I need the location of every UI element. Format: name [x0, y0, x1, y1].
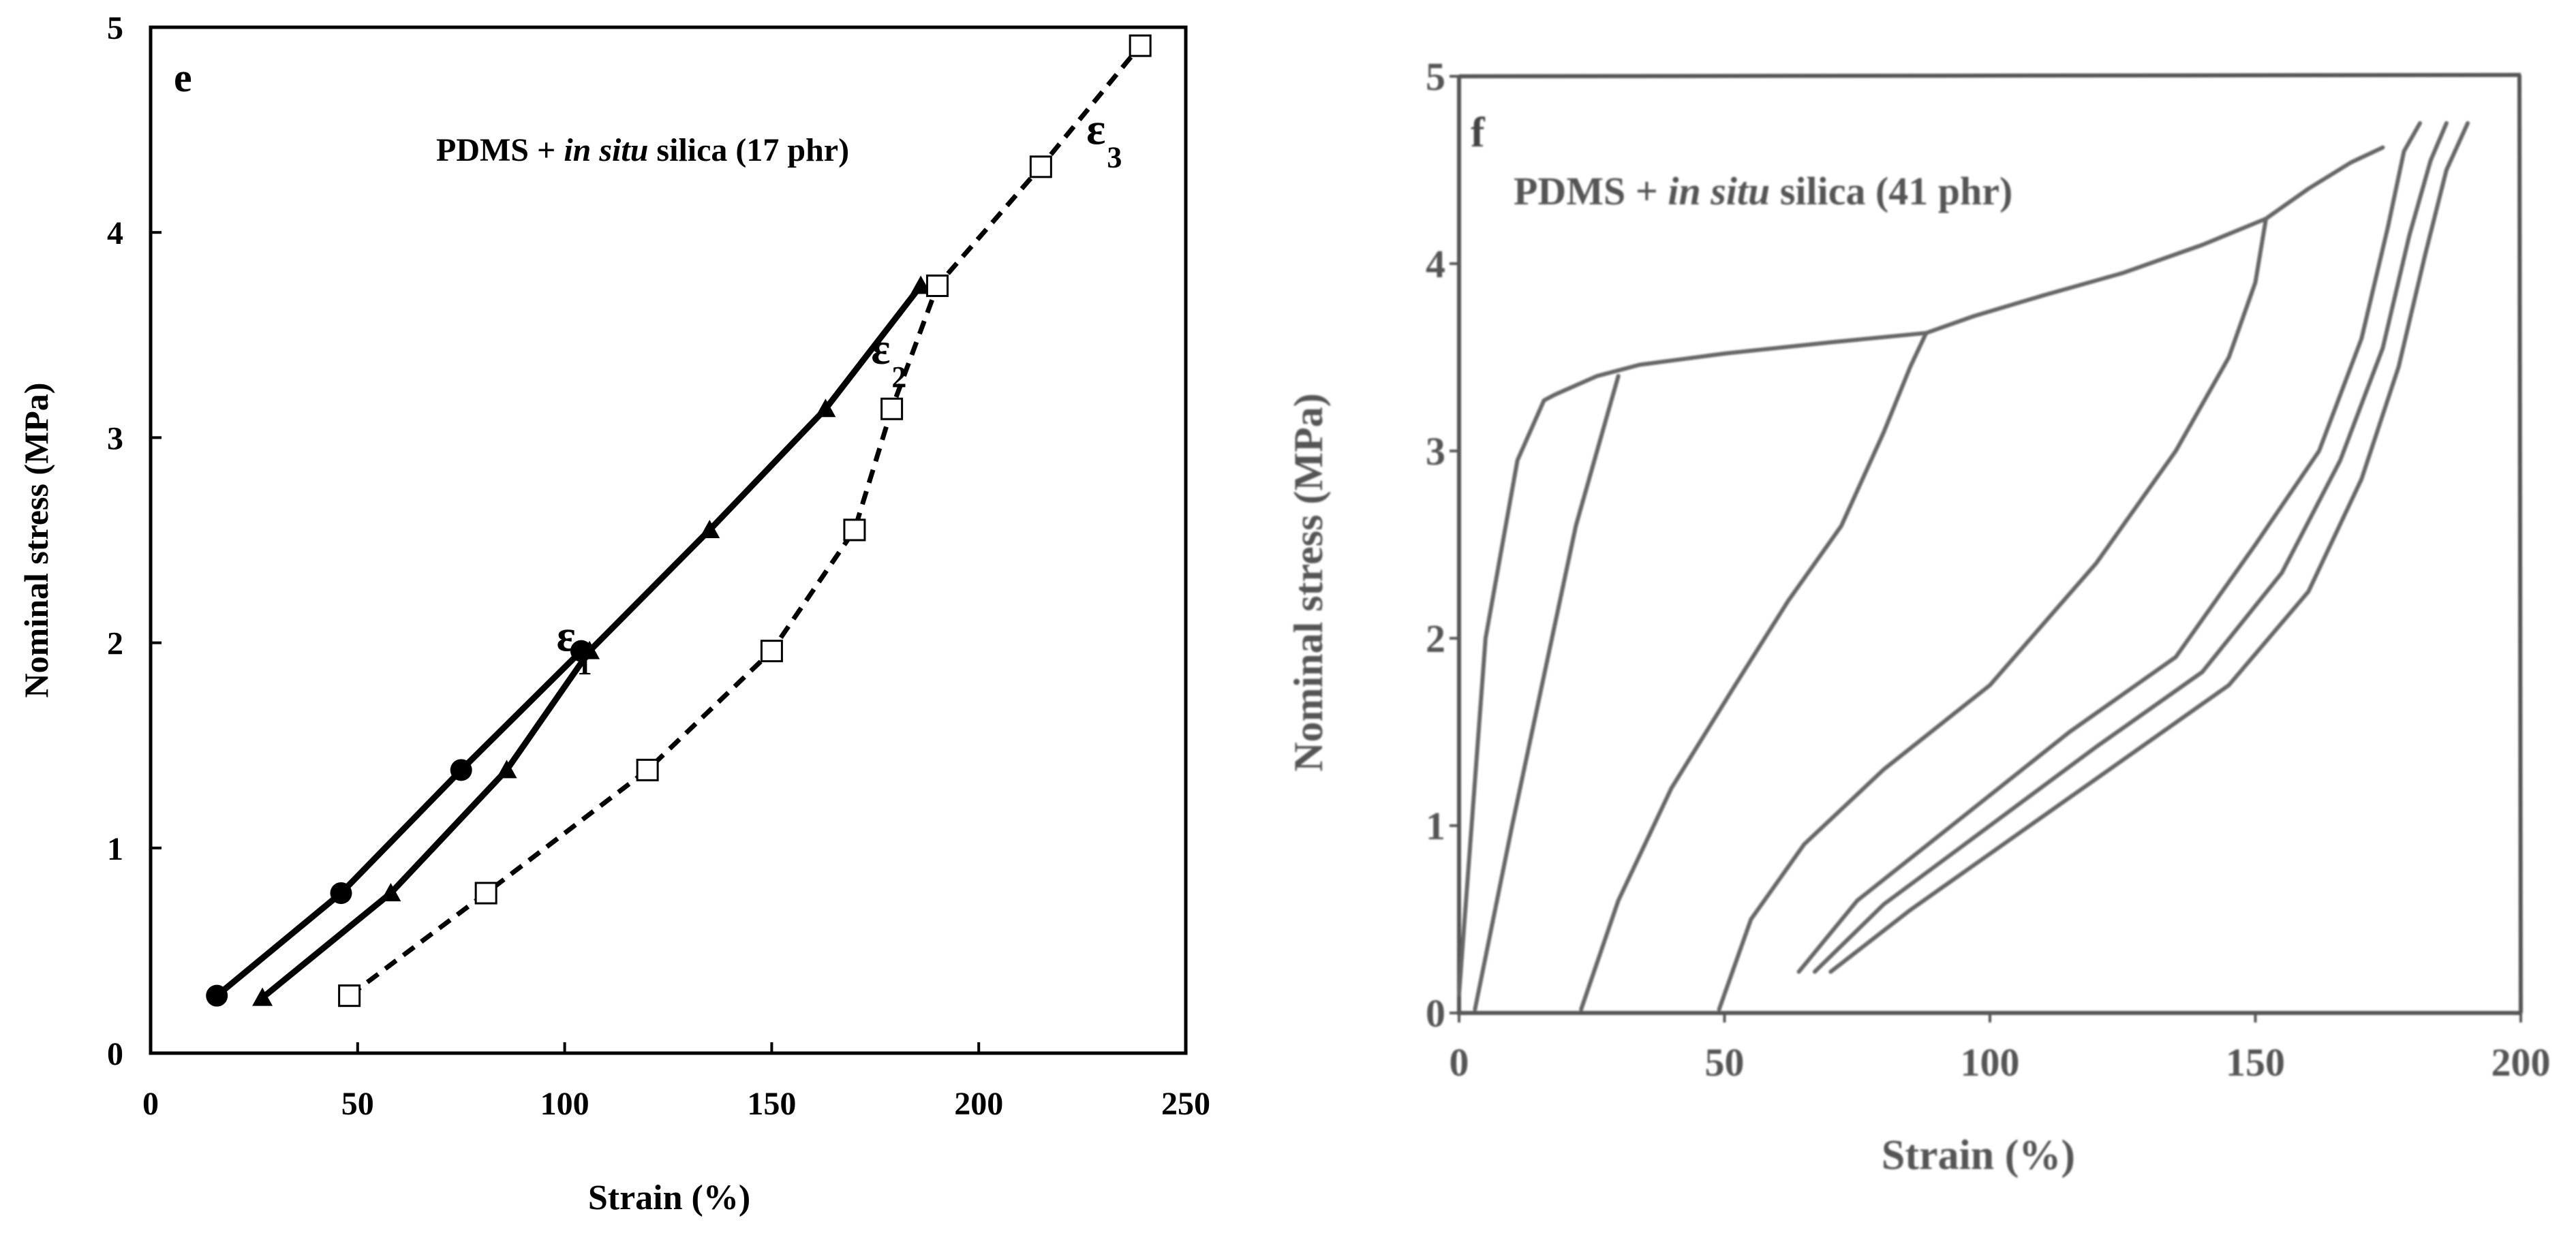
panel-f: 0 50 100 150 200 0 1 2 3 4 5 f PDMS + in situ sili…: [1286, 54, 2551, 1179]
panel-f-curve-6: [1812, 121, 2449, 974]
panel-e-markers: [206, 34, 1152, 1008]
panel-e-square-marker: [880, 397, 904, 420]
panel-f-y-tick-label: 2: [1426, 616, 1445, 661]
panel-e-epsilon-symbol: ε: [556, 612, 575, 661]
panel-e-y-tick-label: 3: [107, 420, 123, 456]
panel-f-y-tick-label: 3: [1426, 429, 1445, 473]
panel-f-y-tick-label: 0: [1426, 991, 1445, 1035]
panel-e-circle-marker: [330, 882, 352, 905]
panel-e-triangle-marker: [496, 760, 517, 779]
panel-e-y-tick-label: 4: [107, 215, 123, 251]
panel-f-curve-5: [1796, 121, 2422, 974]
panel-e-y-tick-label: 5: [107, 10, 123, 46]
panel-e-circle-marker: [450, 759, 472, 781]
panel-e-x-tick-label: 200: [954, 1086, 1003, 1122]
panel-f-y-axis-label: Nominal stress (MPa): [1286, 393, 1331, 771]
panel-f-curve-7: [1828, 121, 2470, 974]
panel-e-y-tick-label: 2: [107, 626, 123, 662]
panel-e-title-italic: in situ: [564, 132, 648, 168]
panel-f-y-tick-label: 1: [1426, 804, 1445, 848]
panel-e-triangle-marker: [380, 883, 401, 902]
panel-f-series: [1457, 121, 2470, 1012]
panel-e-circle-marker: [206, 984, 228, 1007]
panel-f-x-tick-label: 50: [1705, 1040, 1745, 1084]
panel-e-series-circle-line: [215, 649, 584, 999]
panel-f-ticks: 0 50 100 150 200 0 1 2 3 4 5: [1426, 54, 2551, 1084]
panel-e-x-tick-label: 150: [747, 1086, 796, 1122]
panel-e-square-marker: [843, 518, 866, 542]
panel-f-title: PDMS + in situ silica (41 phr): [1514, 169, 2012, 213]
panel-e-epsilon-annotation: ε1: [556, 612, 592, 681]
panel-f-curve-4: [1717, 217, 2269, 1012]
panel-f-curve-3: [1579, 330, 1929, 1012]
panel-e-x-axis-label: Strain (%): [588, 1179, 750, 1217]
panel-e-triangle-marker: [252, 987, 273, 1006]
panel-f-curve-2: [1473, 374, 1621, 1012]
panel-e-triangle-marker: [815, 399, 836, 418]
panel-e-plot-frame: [149, 25, 1188, 1055]
panel-e-epsilon-annotation: ε3: [1086, 105, 1122, 174]
panel-e-square-marker: [474, 881, 497, 905]
panel-e-y-axis-label: Nominal stress (MPa): [17, 383, 55, 698]
panel-e-square-marker: [1129, 34, 1152, 57]
panel-e-square-marker: [760, 640, 783, 663]
panel-e-square-marker: [925, 275, 949, 298]
panel-f-label: f: [1471, 110, 1486, 156]
panel-f-x-tick-label: 0: [1450, 1040, 1469, 1084]
panel-e-square-marker: [338, 984, 361, 1008]
panel-f-y-tick-label: 4: [1426, 242, 1445, 286]
panel-e-epsilon-subscript: 2: [891, 360, 906, 394]
panel-e-triangle-marker: [579, 640, 600, 659]
panel-e-x-tick-label: 100: [540, 1086, 589, 1122]
panel-e-series-square-line: [348, 44, 1142, 998]
panel-f-title-prefix: PDMS +: [1514, 169, 1668, 213]
panel-f-y-tick-label: 5: [1426, 54, 1445, 99]
panel-e-epsilon-symbol: ε: [1086, 105, 1105, 155]
panel-f-x-tick-label: 100: [1961, 1040, 2020, 1084]
panel-e-triangle-marker: [699, 519, 720, 538]
panel-f-curve-1: [1457, 145, 2385, 997]
panel-e-epsilon-subscript: 1: [577, 648, 592, 681]
panel-e-triangle-marker: [910, 275, 932, 294]
panel-f-title-italic: in situ: [1668, 169, 1770, 213]
panel-e-square-marker: [1029, 155, 1052, 178]
panel-e-title: PDMS + in situ silica (17 phr): [436, 132, 849, 168]
panel-e-title-suffix: silica (17 phr): [648, 132, 849, 168]
panel-f-title-suffix: silica (41 phr): [1770, 169, 2012, 213]
panel-f-frame-right: [2517, 74, 2523, 1014]
panel-e-y-tick-label: 1: [107, 831, 123, 867]
panel-e-x-tick-label: 50: [341, 1086, 374, 1122]
panel-e-epsilon-symbol: ε: [871, 324, 890, 374]
panel-e-x-tick-label: 250: [1161, 1086, 1210, 1122]
panel-e-series-triangle-line: [260, 283, 923, 1001]
panel-e-x-tick-label: 0: [142, 1086, 159, 1122]
panel-e-y-tick-label: 0: [107, 1036, 123, 1072]
panel-f-x-tick-label: 200: [2491, 1040, 2551, 1084]
panel-e-label: e: [174, 55, 192, 100]
panel-f-frame-top: [1458, 73, 2521, 78]
panel-e-series: [215, 44, 1142, 1001]
panel-e-title-prefix: PDMS +: [436, 132, 564, 168]
panel-f-x-tick-label: 150: [2226, 1040, 2285, 1084]
panel-e-epsilon-subscript: 3: [1107, 141, 1122, 174]
panel-e-ticks: 0 50 100 150 200 250 0 1 2 3 4 5: [107, 10, 1210, 1122]
panel-f-x-axis-label: Strain (%): [1882, 1132, 2075, 1179]
panel-e-epsilon-annotation: ε2: [871, 324, 906, 394]
panel-e-square-marker: [636, 758, 659, 781]
